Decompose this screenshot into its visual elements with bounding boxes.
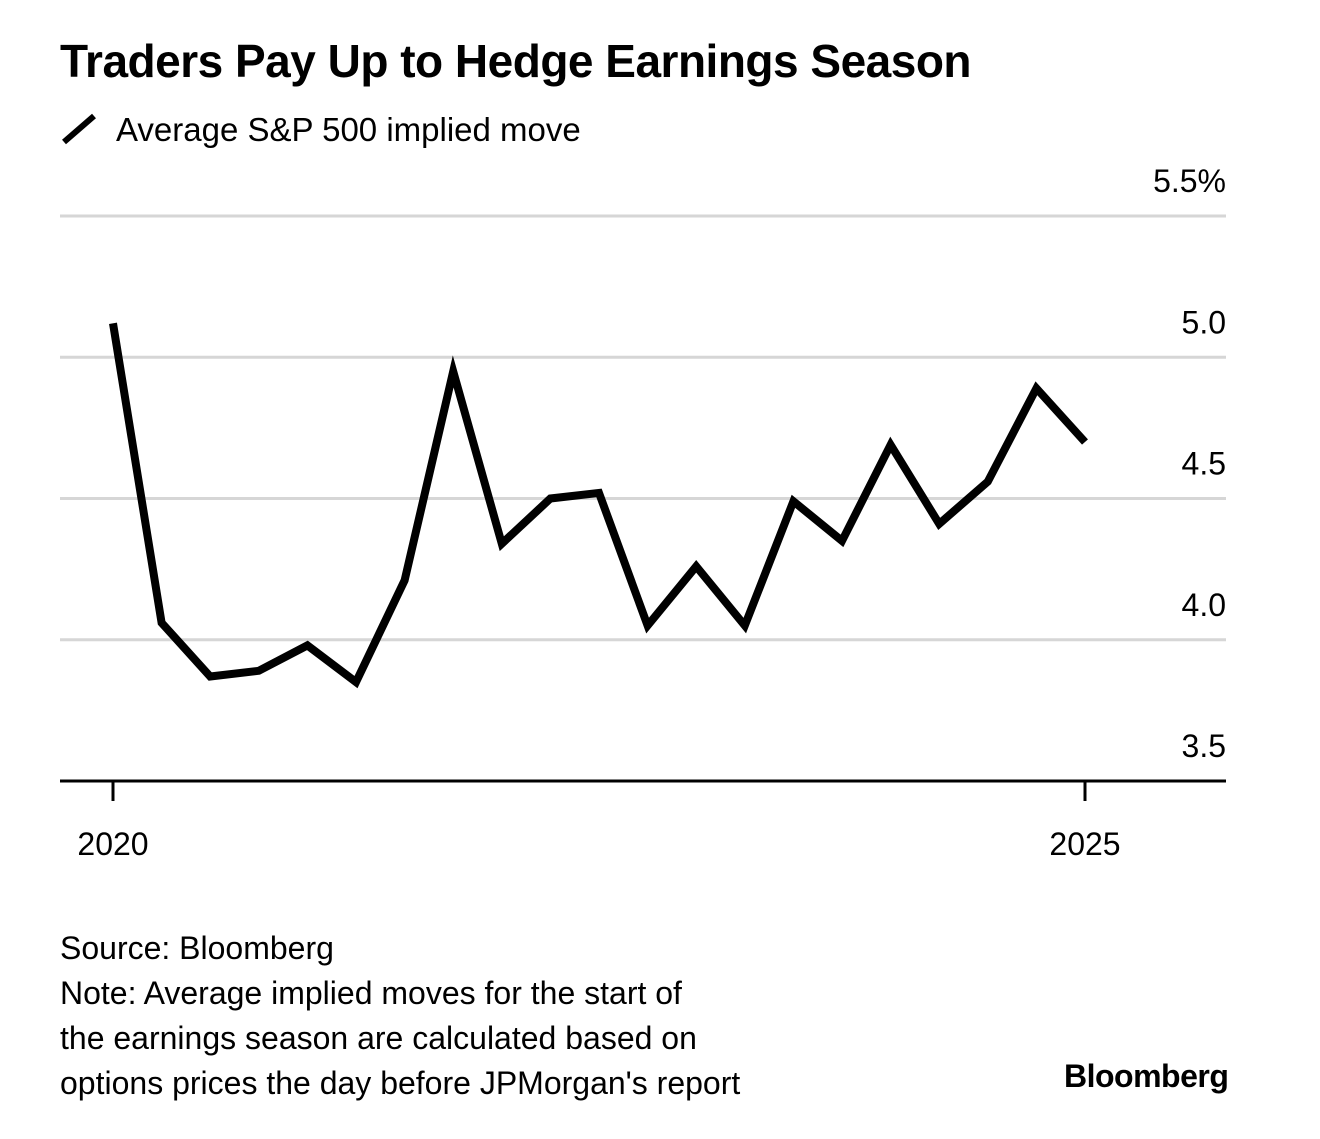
y-axis-tick-labels: 5.5% 5.0 4.5 4.0 3.5 bbox=[1153, 163, 1226, 764]
y-tick-label-0: 5.5% bbox=[1153, 163, 1226, 199]
bloomberg-logo: Bloomberg bbox=[1064, 1058, 1229, 1094]
series-lines bbox=[109, 322, 1088, 689]
note-line-2: the earnings season are calculated based… bbox=[60, 1020, 697, 1056]
note-line-1: Note: Average implied moves for the star… bbox=[60, 975, 682, 1011]
y-tick-label-2: 4.5 bbox=[1182, 446, 1226, 482]
y-tick-label-3: 4.0 bbox=[1182, 587, 1226, 623]
line-chart: 5.5% 5.0 4.5 4.0 3.5 2020 2025 bbox=[60, 163, 1226, 862]
chart-footer: Source: Bloomberg Note: Average implied … bbox=[60, 926, 740, 1106]
x-axis: 2020 2025 bbox=[60, 779, 1226, 862]
y-tick-label-4: 3.5 bbox=[1182, 728, 1226, 764]
legend: Average S&P 500 implied move bbox=[60, 110, 581, 150]
y-tick-label-1: 5.0 bbox=[1182, 304, 1226, 340]
chart-title: Traders Pay Up to Hedge Earnings Season bbox=[60, 35, 972, 87]
source-text: Source: Bloomberg bbox=[60, 930, 334, 966]
x-tick-label-2020: 2020 bbox=[77, 826, 148, 862]
note-line-3: options prices the day before JPMorgan's… bbox=[60, 1065, 741, 1101]
legend-line-swatch bbox=[62, 113, 96, 145]
gridlines bbox=[60, 214, 1226, 642]
x-tick-label-2025: 2025 bbox=[1049, 826, 1120, 862]
legend-label: Average S&P 500 implied move bbox=[116, 111, 581, 148]
series-line-0 bbox=[109, 322, 1088, 689]
